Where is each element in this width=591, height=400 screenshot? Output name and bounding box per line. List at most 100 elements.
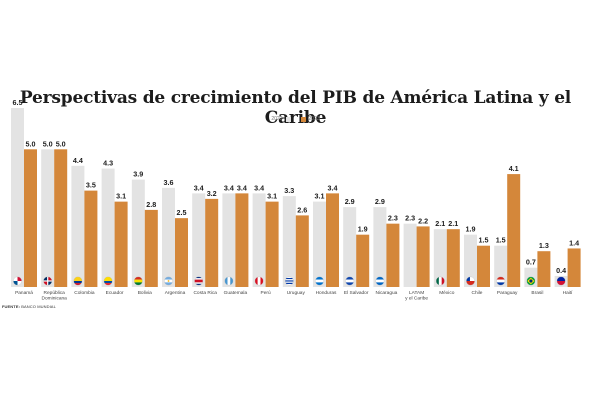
category-label: Bolivia	[138, 290, 152, 296]
bar-2022	[162, 187, 175, 287]
category-label: Ecuador	[106, 290, 124, 296]
bar-2023	[265, 201, 279, 287]
value-label-2022: 2.1	[435, 219, 445, 228]
bar-2022	[343, 207, 357, 287]
value-label-2022: 3.4	[194, 183, 204, 192]
value-label-2023: 2.2	[418, 216, 428, 225]
value-label-2022: 0.4	[556, 266, 566, 275]
bar-2022	[494, 245, 508, 287]
value-label-2023: 1.4	[569, 238, 579, 247]
flag-panama-icon	[13, 276, 22, 286]
chart-title: Perspectivas de crecimiento del PIB de A…	[19, 88, 572, 128]
value-label-2022: 3.4	[254, 183, 264, 192]
flag-brazil-icon	[526, 276, 536, 286]
value-label-2022: 6.5	[13, 98, 23, 107]
bar-2022	[403, 223, 417, 287]
category-label: Uruguay	[287, 290, 306, 296]
bar-2023	[416, 226, 430, 287]
category-label: Haití	[563, 290, 574, 296]
bar-2023	[326, 193, 339, 287]
category-label: El Salvador	[344, 290, 369, 296]
legend-label-2023: 2023	[308, 116, 320, 122]
value-label-2022: 0.7	[526, 258, 536, 267]
bar-2023	[295, 215, 309, 287]
category-label: LATAM y el Caribe	[405, 290, 428, 302]
value-label-2023: 2.5	[177, 208, 187, 217]
value-label-2023: 3.1	[116, 192, 126, 201]
bar-2022	[282, 196, 296, 287]
bar-2023	[507, 174, 521, 287]
bar-2023	[386, 223, 400, 287]
bar-2023	[235, 193, 249, 287]
bar-2023	[24, 149, 37, 287]
bar-2022	[41, 149, 55, 287]
category-group: 3.6 2.5 Argentina	[162, 178, 188, 296]
flag-ecuador-icon	[103, 276, 113, 286]
bar-2023	[114, 201, 128, 287]
flag-uruguay-icon	[284, 276, 294, 286]
bar-2022	[101, 168, 115, 287]
legend-item-2022: 2022	[271, 116, 291, 122]
category-label: Brasil	[531, 290, 543, 296]
bar-2023	[356, 234, 370, 287]
bar-2023	[537, 251, 551, 287]
source-label: FUENTE:	[2, 304, 21, 309]
bar-2023	[144, 209, 158, 287]
value-label-2022: 1.9	[466, 225, 476, 234]
legend: 2022 2023	[0, 116, 591, 122]
bar-2022	[433, 229, 447, 287]
value-label-2022: 3.1	[315, 192, 325, 201]
value-label-2022: 3.9	[133, 170, 143, 179]
category-label: República Dominicana	[42, 290, 68, 302]
value-label-2023: 2.8	[146, 200, 156, 209]
flag-mexico-icon	[435, 276, 445, 286]
bar-2023	[84, 190, 98, 287]
category-label: Perú	[261, 290, 271, 296]
flag-bolivia-icon	[133, 276, 143, 286]
category-label: Costa Rica	[193, 290, 217, 296]
flag-honduras-icon	[315, 276, 324, 286]
value-label-2022: 4.3	[103, 159, 113, 168]
category-group: 3.9 2.8 Bolivia	[131, 170, 158, 296]
category-label: Colombia	[74, 290, 95, 296]
category-group: 0.71.3 Brasil	[524, 241, 551, 296]
flag-nicaragua-icon	[375, 276, 385, 286]
flag-costa-rica-icon	[194, 276, 204, 286]
bar-2022	[373, 207, 387, 287]
value-label-2023: 5.0	[56, 139, 66, 148]
bar-2023	[446, 229, 460, 287]
category-group: 1.91.5 Chile	[464, 225, 490, 296]
value-label-2023: 2.6	[297, 205, 307, 214]
value-label-2023: 4.1	[509, 164, 519, 173]
category-label: Honduras	[316, 290, 337, 296]
value-label-2022: 2.3	[405, 214, 415, 223]
bar-2022	[192, 193, 206, 287]
flag-dominican-republic-icon	[43, 276, 53, 286]
category-group: 3.4 3.4 Guatemala	[222, 183, 249, 296]
category-label: Guatemala	[224, 290, 248, 296]
value-label-2023: 3.4	[328, 183, 338, 192]
category-label: Panamá	[15, 290, 33, 296]
legend-swatch-2022	[285, 116, 291, 122]
value-label-2022: 1.5	[496, 236, 506, 245]
bar-2023	[205, 198, 219, 287]
bar-2022	[252, 193, 266, 287]
legend-item-2023: 2023	[300, 116, 320, 122]
category-group: 1.5 4.1 Paraguay	[494, 164, 521, 296]
value-label-2023: 3.5	[86, 181, 96, 190]
flag-el-salvador-icon	[345, 276, 355, 286]
legend-swatch-2023	[300, 116, 306, 122]
bar-2022	[222, 193, 236, 287]
category-label: Paraguay	[497, 290, 518, 296]
value-label-2022: 2.9	[375, 197, 385, 206]
bar-2022	[464, 234, 477, 287]
value-label-2022: 3.3	[284, 186, 294, 195]
category-label: Argentina	[165, 290, 186, 296]
category-group: 3.13.4 Honduras	[313, 183, 339, 296]
value-label-2022: 3.4	[224, 183, 234, 192]
category-group: 3.43.1 Perú	[252, 183, 279, 296]
category-group: 3.43.2 Costa Rica	[192, 183, 219, 296]
bar-2023	[175, 218, 188, 287]
category-group: 2.1 2.1 México	[433, 219, 460, 296]
flag-colombia-icon	[73, 276, 83, 286]
